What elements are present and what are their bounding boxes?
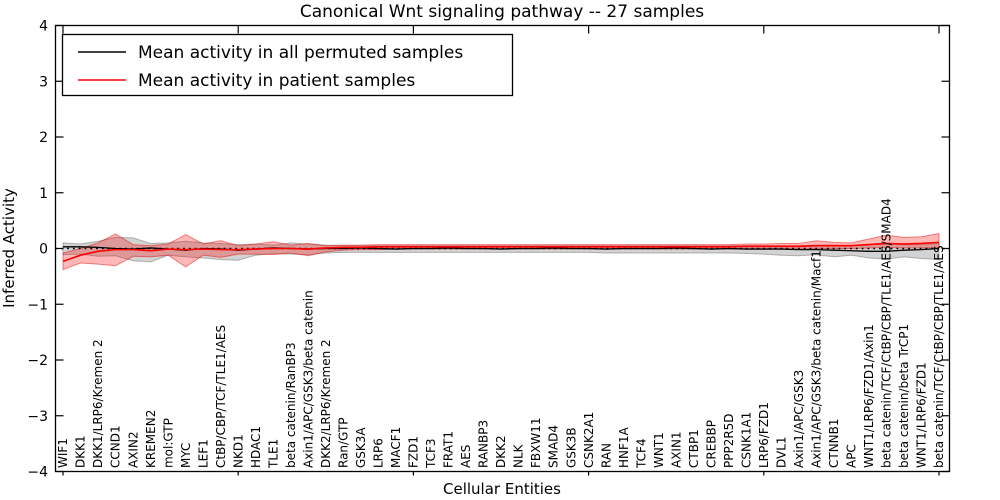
x-tick-label: FRAT1 <box>442 431 456 468</box>
x-tick-label: CTBP1 <box>687 429 701 468</box>
x-tick-label: FZD1 <box>407 436 421 468</box>
patient-band <box>62 232 940 271</box>
x-tick-label: DVL1 <box>775 436 789 468</box>
x-tick-label: Axin1/APC/GSK3/beta catenin/Macf1 <box>810 250 824 468</box>
x-tick-label: TCF4 <box>634 438 648 469</box>
x-tick-label: MYC <box>179 443 193 468</box>
y-tick-label: −2 <box>27 353 48 369</box>
x-tick-label: TCF3 <box>424 438 438 469</box>
x-tick-label: WNT1/LRP6/FZD1 <box>915 362 929 468</box>
x-tick-label: Axin1/APC/GSK3/beta catenin <box>301 290 315 468</box>
x-tick-label: LRP6/FZD1 <box>757 402 771 468</box>
x-tick-label: HDAC1 <box>249 426 263 468</box>
y-tick-label: −1 <box>27 297 48 313</box>
x-tick-label: TLE1 <box>266 439 280 469</box>
x-tick-label: CREBBP <box>704 420 718 468</box>
x-tick-label: APC <box>845 444 859 468</box>
x-axis-title: Cellular Entities <box>443 480 561 498</box>
x-tick-label: WIF1 <box>56 438 70 468</box>
y-tick-label: −3 <box>27 409 48 425</box>
x-tick-label: PPP2R5D <box>722 413 736 468</box>
legend-box <box>61 33 514 97</box>
x-tick-label: CCND1 <box>109 425 123 468</box>
y-tick-label: −4 <box>27 465 48 481</box>
legend-label-patient: Mean activity in patient samples <box>138 71 415 91</box>
x-tick-label: SMAD4 <box>547 425 561 468</box>
x-tick-label: DKK2 <box>494 435 508 468</box>
x-tick-label: DKK1 <box>74 435 88 468</box>
x-tick-label: FBXW11 <box>529 418 543 469</box>
x-tick-label: AES <box>459 445 473 468</box>
x-tick-label: CSNK1A1 <box>739 412 753 468</box>
x-tick-label: KREMEN2 <box>144 410 158 468</box>
x-tick-label: beta catenin/TCF/CtBP/CBP/TLE1/AES/SMAD4 <box>880 198 894 468</box>
y-tick-label: 1 <box>39 186 48 202</box>
x-tick-label: CTNNB1 <box>827 418 841 468</box>
x-tick-label: RAN <box>599 443 613 468</box>
x-tick-label: beta catenin/RanBP3 <box>284 342 298 468</box>
x-tick-label: CSNK2A1 <box>582 412 596 468</box>
x-tick-label: LRP6 <box>372 438 386 468</box>
x-tick-label: HNF1A <box>617 426 631 468</box>
x-tick-label: RANBP3 <box>477 420 491 468</box>
x-tick-label: mol:GTP <box>161 418 175 468</box>
y-tick-label: 2 <box>39 130 48 146</box>
y-axis-title: Inferred Activity <box>0 188 18 308</box>
x-tick-label: GSK3A <box>354 427 368 468</box>
y-tick-label: 0 <box>39 242 48 258</box>
legend-label-permuted: Mean activity in all permuted samples <box>138 43 463 63</box>
x-tick-label: Ran/GTP <box>337 417 351 468</box>
y-tick-label: 3 <box>39 74 48 90</box>
x-tick-label: Axin1/APC/GSK3 <box>792 370 806 468</box>
x-tick-label: CtBP/CBP/TCF/TLE1/AES <box>214 325 228 468</box>
x-tick-label: DKK2/LRP6/Kremen 2 <box>319 339 333 468</box>
x-tick-label: beta catenin/beta TrCP1 <box>897 324 911 468</box>
chart-title: Canonical Wnt signaling pathway -- 27 sa… <box>300 2 704 22</box>
legend: Mean activity in all permuted samples Me… <box>61 33 514 97</box>
x-tick-label: AXIN1 <box>669 431 683 468</box>
x-tick-label: GSK3B <box>564 427 578 468</box>
x-tick-label: MACF1 <box>389 427 403 468</box>
patient-mean-line <box>62 241 940 263</box>
x-tick-label: beta catenin/TCF/CtBP/CBP/TLE1/AES <box>932 245 946 468</box>
x-tick-label: NKD1 <box>231 434 245 468</box>
y-tick-label: 4 <box>39 19 48 35</box>
x-tick-label: WNT1/LRP6/FZD1/Axin1 <box>862 324 876 468</box>
x-tick-label: LEF1 <box>196 439 210 468</box>
x-tick-label: AXIN2 <box>126 431 140 468</box>
plot-area: −4 −3 −2 −1 0 1 2 3 4 WIF1 DKK1 DKK1/LRP6/Kremen 2 C… <box>27 19 951 481</box>
x-tick-label: NLK <box>512 443 526 468</box>
x-tick-label: DKK1/LRP6/Kremen 2 <box>91 339 105 468</box>
x-tick-label: WNT1 <box>652 432 666 468</box>
